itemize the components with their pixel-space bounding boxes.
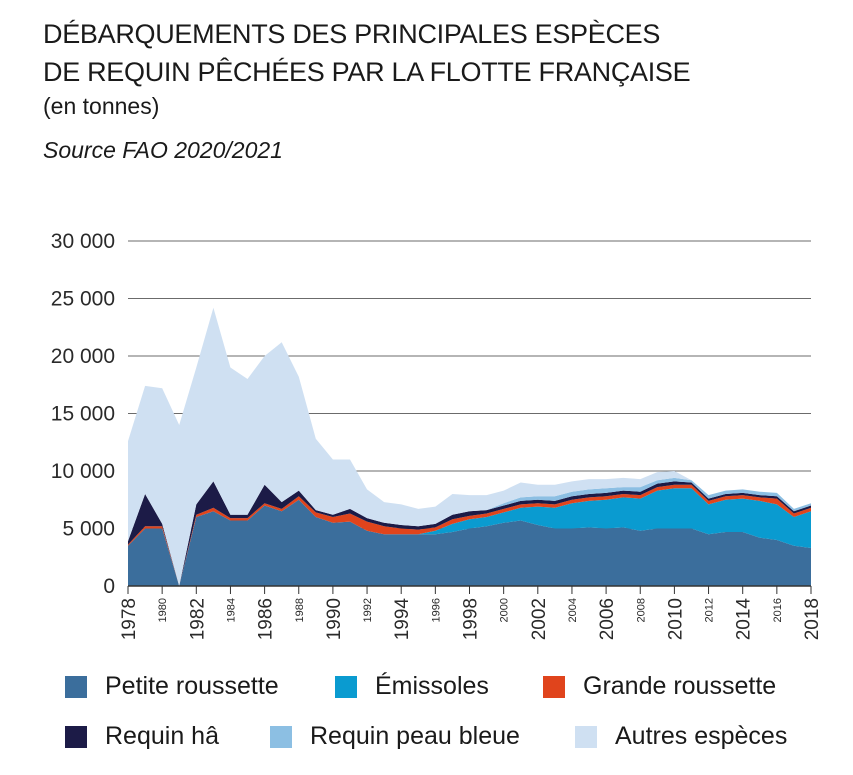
legend-swatch (65, 675, 87, 698)
x-tick-label: 1988 (294, 598, 306, 622)
legend-label: Petite roussette (105, 672, 279, 700)
legend-item-autres: Autres espèces (575, 722, 787, 751)
x-tick-label: 2010 (665, 598, 686, 640)
area-petite (128, 499, 811, 586)
x-tick-label: 2018 (802, 598, 823, 640)
x-tick-label: 1984 (225, 598, 237, 622)
x-tick-label: 1980 (157, 598, 169, 622)
legend-item-petite: Petite roussette (65, 672, 279, 701)
legend-swatch (270, 725, 292, 748)
y-tick-label: 30 000 (51, 230, 115, 253)
chart-title: DÉBARQUEMENTS DES PRINCIPALES ESPÈCES DE… (43, 15, 691, 91)
legend-label: Grande roussette (583, 672, 777, 700)
legend-item-emissoles: Émissoles (335, 672, 489, 701)
x-tick-label: 2004 (567, 598, 579, 622)
x-tick-label: 1982 (187, 598, 208, 640)
legend-item-grande: Grande roussette (543, 672, 776, 701)
x-tick-label: 2012 (704, 598, 716, 622)
x-tick-label: 1978 (119, 598, 140, 640)
legend-label: Émissoles (375, 672, 489, 700)
x-tick-label: 2006 (597, 598, 618, 640)
x-tick-label: 1986 (256, 598, 277, 640)
y-tick-label: 15 000 (51, 403, 115, 426)
x-tick-label: 2014 (734, 598, 755, 641)
legend-swatch (543, 675, 565, 698)
chart-source: Source FAO 2020/2021 (43, 137, 283, 163)
area-emissoles (128, 488, 811, 586)
legend-label: Requin peau bleue (310, 722, 520, 750)
x-tick-label: 1994 (392, 598, 413, 641)
x-tick-label: 2000 (499, 598, 511, 622)
chart-title-line-1: DÉBARQUEMENTS DES PRINCIPALES ESPÈCES (43, 19, 661, 49)
legend-label: Requin hâ (105, 722, 219, 750)
legend-swatch (65, 725, 87, 748)
legend-item-requin_ha: Requin hâ (65, 722, 219, 751)
chart-title-line-2: DE REQUIN PÊCHÉES PAR LA FLOTTE FRANÇAIS… (43, 57, 691, 87)
y-tick-label: 0 (103, 575, 115, 598)
legend-swatch (575, 725, 597, 748)
area-autres (128, 307, 811, 586)
x-tick-label: 2008 (635, 598, 647, 622)
x-tick-label: 2016 (772, 598, 784, 622)
x-tick-label: 1992 (362, 598, 374, 622)
stacked-area-chart: 0 5 000 10 000 15 000 20 000 25 000 30 000 1978… (51, 230, 823, 641)
x-tick-label: 1990 (324, 598, 345, 640)
x-tick-label: 1996 (430, 598, 442, 622)
legend-item-peau_bleue: Requin peau bleue (270, 722, 520, 751)
x-tick-label: 1998 (461, 598, 482, 640)
y-tick-label: 10 000 (51, 460, 115, 483)
x-tick-label: 2002 (529, 598, 550, 640)
y-tick-label: 5 000 (62, 518, 115, 541)
y-tick-label: 20 000 (51, 345, 115, 368)
chart-subtitle: (en tonnes) (43, 93, 160, 119)
legend-swatch (335, 675, 357, 698)
y-tick-label: 25 000 (51, 288, 115, 311)
legend-label: Autres espèces (615, 722, 788, 750)
